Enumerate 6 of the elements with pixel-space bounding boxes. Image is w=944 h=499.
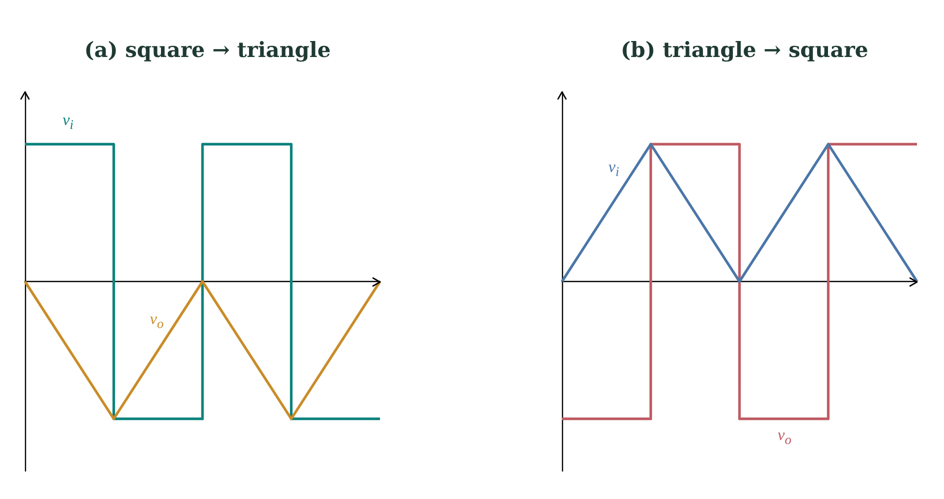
series-label: v$_{i}$ — [608, 159, 620, 180]
series-label: v$_{i}$ — [62, 112, 74, 134]
chart-title: (a) square → triangle — [84, 37, 331, 62]
series-label: v$_{o}$ — [150, 310, 164, 332]
series-label: v$_{o}$ — [778, 426, 792, 448]
chart-title: (b) triangle → square — [620, 37, 868, 62]
